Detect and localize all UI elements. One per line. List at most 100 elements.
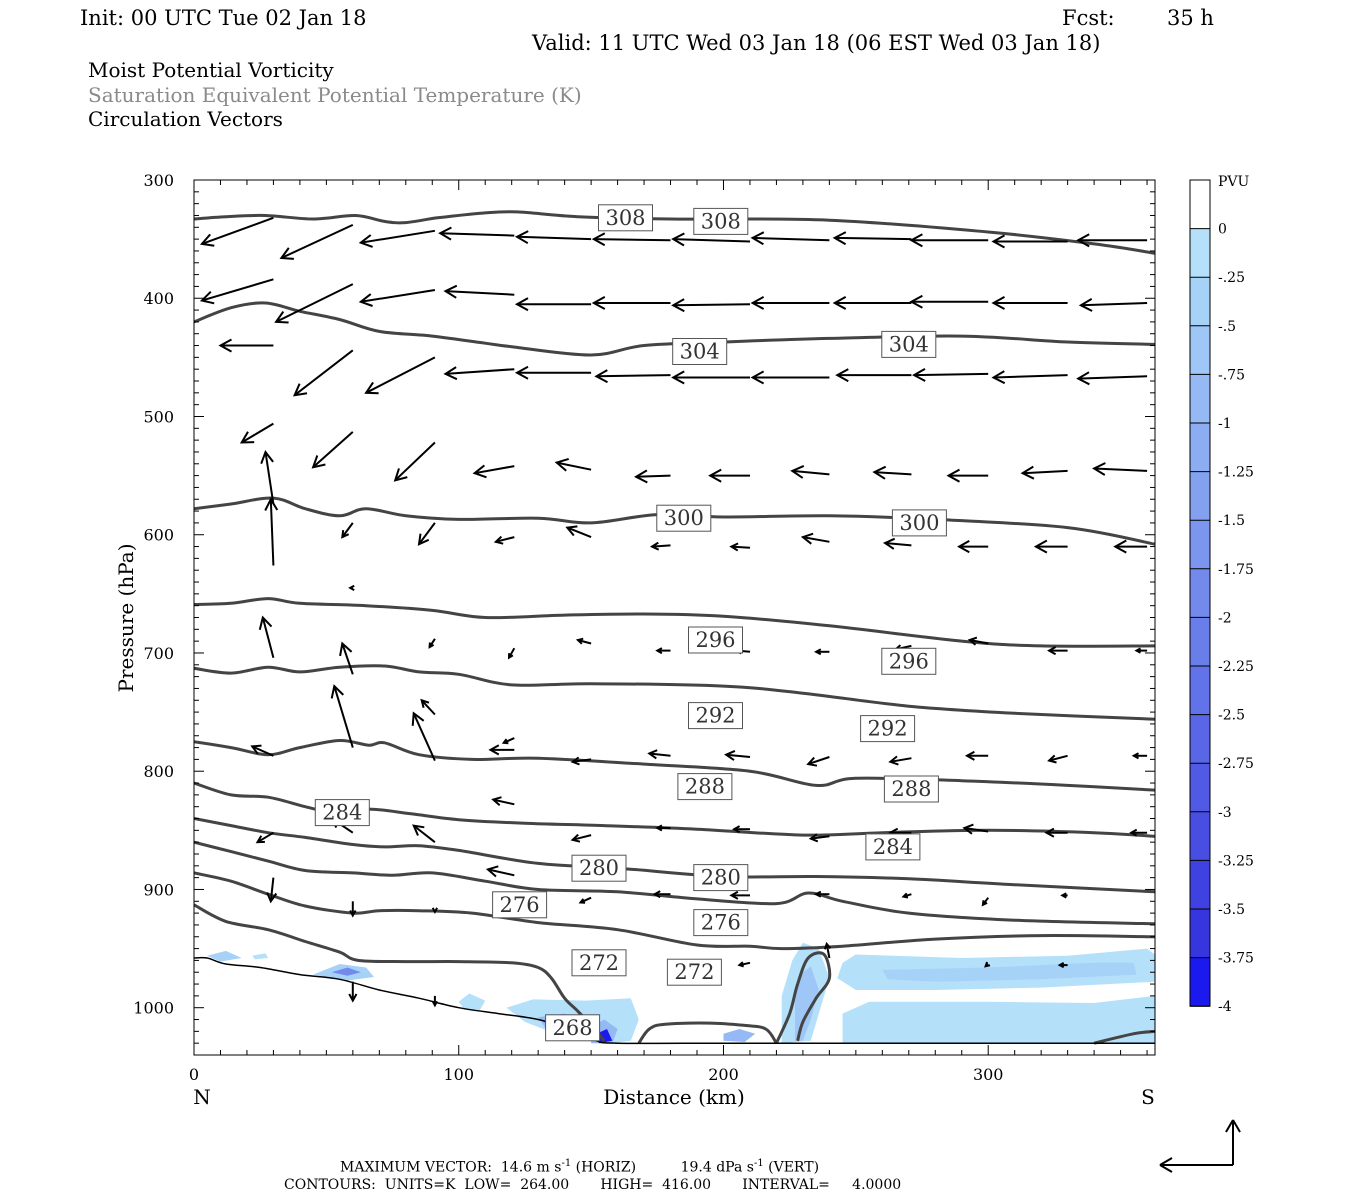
circulation-vector <box>984 961 991 968</box>
circulation-vector <box>485 865 515 878</box>
vector-shaft <box>874 471 912 476</box>
circulation-vector <box>671 370 750 385</box>
contour-label-box <box>881 330 937 358</box>
vector-arrowhead <box>570 756 580 766</box>
vector-arrowhead <box>199 290 215 305</box>
vector-shaft <box>649 752 671 757</box>
reference-vector-icon <box>1159 1119 1241 1173</box>
contour-label-text: 300 <box>899 511 939 535</box>
vector-arrowhead <box>814 890 822 898</box>
field-title-mpv: Moist Potential Vorticity <box>88 58 334 82</box>
y-tick-label: 600 <box>143 526 174 545</box>
vector-arrowhead <box>393 468 408 482</box>
circulation-vector <box>364 356 436 395</box>
circulation-vector <box>348 981 358 1003</box>
circulation-vector <box>1078 298 1148 312</box>
theta-es-contour-268 <box>775 951 832 1044</box>
vector-shaft <box>566 526 592 539</box>
south-end-label: S <box>1141 1085 1155 1109</box>
vector-arrowhead <box>292 383 308 397</box>
circulation-vector <box>909 233 989 248</box>
colorbar-swatch <box>1190 423 1210 472</box>
contour-label-text: 280 <box>579 856 619 880</box>
vector-arrowhead <box>1044 827 1055 838</box>
circulation-vector <box>431 995 438 1008</box>
vector-arrowhead <box>1076 371 1090 386</box>
circulation-vector <box>1044 827 1068 838</box>
circulation-vector <box>912 368 989 382</box>
circulation-vector <box>814 890 830 898</box>
circulation-vector <box>348 584 355 591</box>
circulation-vector <box>349 901 357 918</box>
vector-arrowhead <box>274 311 289 324</box>
vector-shaft <box>673 238 751 243</box>
contour-label-box <box>677 773 733 801</box>
circulation-vector <box>570 756 592 766</box>
colorbar-swatch <box>1190 325 1210 375</box>
contour-label-box <box>693 864 749 892</box>
vector-shaft <box>731 545 751 549</box>
vector-arrowhead <box>341 529 350 539</box>
colorbar-label: -2.25 <box>1218 659 1254 675</box>
vector-shaft <box>275 283 354 323</box>
vector-shaft <box>807 756 830 766</box>
terrain-surface-line <box>194 956 1155 1045</box>
circulation-vector <box>1060 892 1068 899</box>
contour-label: 308 <box>598 204 653 232</box>
circulation-vector <box>750 231 830 246</box>
circulation-vector <box>832 296 912 310</box>
circulation-vector <box>957 540 989 554</box>
vector-arrowhead <box>578 898 586 904</box>
contour-label-box <box>666 958 722 986</box>
vector-arrowhead <box>1020 465 1035 480</box>
vector-arrowhead <box>431 1000 438 1008</box>
circulation-vector <box>964 750 989 761</box>
vector-shaft <box>572 758 592 763</box>
circulation-vector <box>724 749 751 761</box>
colorbar-title: PVU <box>1218 174 1250 190</box>
north-end-label: N <box>193 1085 211 1109</box>
forecast-hour-value: 35 h <box>1167 6 1214 30</box>
vector-arrowhead <box>438 226 452 241</box>
contour-label-text: 288 <box>891 777 931 801</box>
contour-label: 292 <box>688 702 743 730</box>
colorbar-label: -4 <box>1218 999 1232 1015</box>
vector-arrowhead <box>348 993 358 1003</box>
circulation-vector <box>962 823 989 835</box>
contour-label-box <box>688 702 743 730</box>
vector-arrowhead <box>708 468 722 483</box>
x-tick-label: 100 <box>443 1065 474 1084</box>
max-vector-label: MAXIMUM VECTOR: <box>340 1159 492 1176</box>
colorbar-swatch <box>1190 860 1210 909</box>
x-tick-label: 300 <box>973 1065 1004 1084</box>
x-tick-label: 200 <box>708 1065 739 1084</box>
vector-arrowhead <box>1057 962 1065 969</box>
circulation-vector <box>428 638 436 649</box>
circulation-vector <box>909 294 989 309</box>
contour-label-text: 296 <box>889 649 929 673</box>
circulation-vector <box>750 296 830 310</box>
vector-arrowhead <box>957 540 970 554</box>
circulation-vector <box>443 366 515 381</box>
vector-arrowhead <box>199 233 215 247</box>
circulation-vector <box>708 468 750 483</box>
vector-arrowhead <box>967 636 978 646</box>
vector-arrowhead <box>1033 539 1048 554</box>
vector-shaft <box>572 834 592 841</box>
circulation-vector <box>279 223 354 260</box>
vector-shaft <box>1078 375 1148 380</box>
contour-label: 272 <box>666 958 722 986</box>
vector-arrowhead <box>411 711 425 726</box>
colorbar-label: 0 <box>1218 222 1227 238</box>
vector-shaft <box>890 757 912 763</box>
max-horiz-exp: -1 <box>561 1158 572 1169</box>
circulation-vector <box>901 892 912 899</box>
contour-label: 288 <box>677 773 733 801</box>
x-axis-title: Distance (km) <box>603 1085 745 1109</box>
theta-es-contour-296 <box>194 597 1155 648</box>
vector-arrowhead <box>488 744 500 756</box>
pv-region <box>331 967 361 976</box>
vector-shaft <box>365 356 436 394</box>
x-tick-label: 0 <box>189 1065 199 1084</box>
y-tick-label: 800 <box>143 762 174 781</box>
